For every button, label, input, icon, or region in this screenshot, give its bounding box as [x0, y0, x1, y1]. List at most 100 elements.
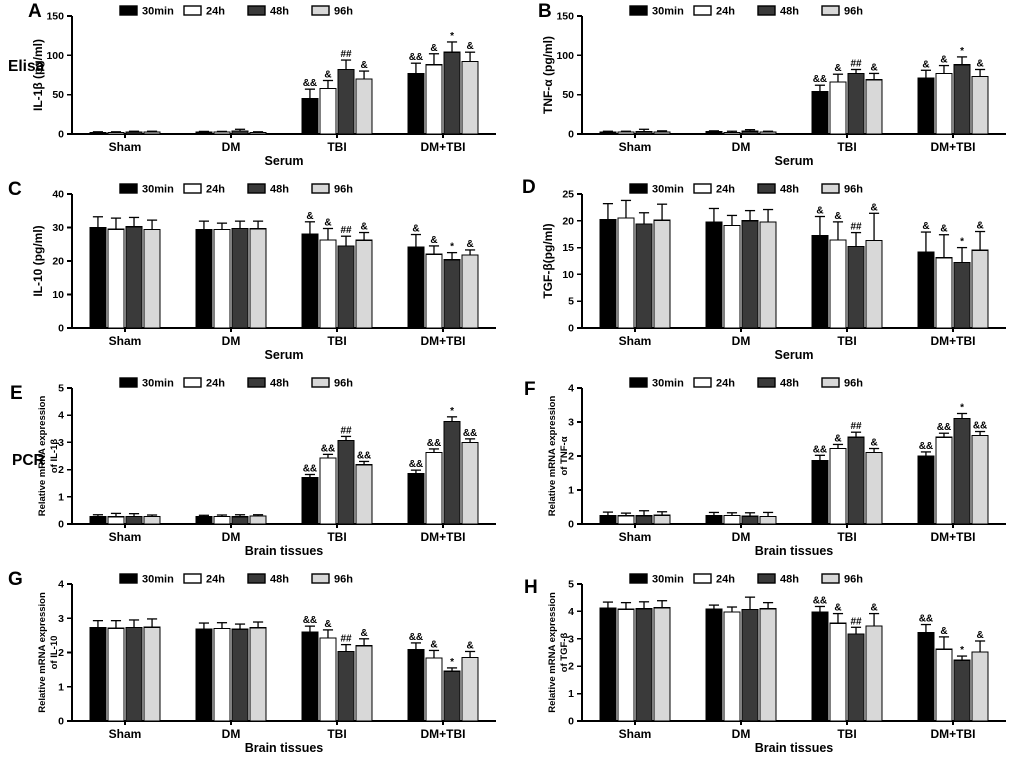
y-tick-label: 10: [52, 289, 64, 301]
y-tick-label: 150: [46, 11, 64, 23]
legend-swatch: [119, 377, 138, 388]
legend-label: 30min: [652, 378, 684, 390]
y-tick-label: 1: [568, 485, 574, 497]
bar: [935, 436, 953, 525]
significance-annotation: &&: [409, 632, 423, 643]
significance-annotation: &: [976, 58, 983, 69]
legend-label: 24h: [206, 184, 225, 196]
significance-annotation: &&: [303, 78, 317, 89]
bar: [337, 650, 355, 722]
bar: [935, 72, 953, 135]
category-label: Sham: [619, 334, 652, 348]
significance-annotation: &&: [919, 614, 933, 625]
bar: [249, 131, 267, 135]
bar: [443, 51, 461, 135]
significance-annotation: *: [450, 31, 454, 42]
category-label: TBI: [837, 727, 856, 741]
legend-label: 30min: [142, 574, 174, 586]
bar: [953, 262, 971, 329]
bar: [443, 259, 461, 329]
bar: [811, 611, 829, 722]
bar: [461, 657, 479, 722]
legend-label: 48h: [780, 574, 799, 586]
bar: [107, 627, 125, 722]
bar: [971, 249, 989, 329]
x-axis-label: Serum: [265, 348, 304, 362]
bar: [635, 515, 653, 525]
bar: [89, 226, 107, 329]
legend-swatch: [247, 377, 266, 388]
significance-annotation: &&: [357, 450, 371, 461]
category-label: DM: [732, 727, 751, 741]
bar: [319, 637, 337, 722]
y-tick-label: 25: [562, 189, 574, 201]
bar: [847, 436, 865, 525]
bar: [337, 68, 355, 135]
bar: [865, 625, 883, 722]
bar: [653, 607, 671, 722]
bar: [213, 131, 231, 135]
bar: [355, 464, 373, 525]
legend-swatch: [119, 5, 138, 16]
bar: [125, 626, 143, 722]
y-axis-label: Relative mRNA expression: [547, 396, 558, 517]
significance-annotation: &: [870, 603, 877, 614]
bar: [617, 608, 635, 722]
legend-swatch: [693, 183, 712, 194]
y-axis-label: of IL-10: [49, 636, 60, 670]
bar: [319, 87, 337, 135]
panel-F: F 0 1 2 3 4 Relative mRNA expression of TNF-α 3…: [510, 372, 1020, 566]
chart-F-tnfa-brain: 0 1 2 3 4 Relative mRNA expression of TNF-α 30m…: [547, 377, 1006, 558]
significance-annotation: ##: [340, 425, 352, 436]
category-label: DM: [222, 334, 241, 348]
chart-A-il1b-serum: 0 50 100 150 IL-1β (pg/ml) 30min 24h 48h 96h Sham…: [31, 5, 496, 168]
y-axis-label: of TNF-α: [559, 436, 570, 475]
legend-label: 30min: [652, 6, 684, 18]
bar: [741, 220, 759, 329]
y-tick-label: 0: [58, 129, 64, 141]
bar: [917, 77, 935, 135]
significance-annotation: *: [960, 403, 964, 414]
legend-swatch: [821, 377, 840, 388]
category-label: TBI: [327, 140, 346, 154]
legend-swatch: [757, 183, 776, 194]
category-label: TBI: [327, 727, 346, 741]
bar: [917, 251, 935, 329]
bar: [811, 90, 829, 135]
panel-B: B 0 50 100 150 TNF-α (pg/ml) 30min 24h 48h 96h Sh…: [510, 0, 1020, 176]
legend-label: 96h: [334, 6, 353, 18]
bar: [301, 477, 319, 525]
legend-swatch: [311, 573, 330, 584]
y-tick-label: 3: [58, 437, 64, 449]
row-label-elisa: Elisa: [8, 58, 45, 75]
bar: [971, 75, 989, 135]
category-label: DM+TBI: [421, 140, 466, 154]
legend-swatch: [311, 183, 330, 194]
significance-annotation: &: [976, 630, 983, 641]
bar: [213, 228, 231, 329]
significance-annotation: &&: [321, 443, 335, 454]
legend-label: 96h: [844, 184, 863, 196]
significance-annotation: &: [834, 433, 841, 444]
legend-label: 30min: [652, 184, 684, 196]
bar: [705, 608, 723, 722]
bar: [143, 131, 161, 135]
bar: [125, 515, 143, 525]
legend-swatch: [247, 5, 266, 16]
category-label: DM+TBI: [421, 334, 466, 348]
legend-label: 24h: [206, 6, 225, 18]
bar: [89, 516, 107, 525]
significance-annotation: ##: [340, 634, 352, 645]
y-tick-label: 4: [568, 383, 574, 395]
y-tick-label: 30: [52, 222, 64, 234]
bar: [443, 670, 461, 722]
y-tick-label: 1: [58, 491, 64, 503]
bar: [829, 447, 847, 525]
bar: [759, 221, 777, 329]
bar: [319, 457, 337, 525]
bar: [143, 515, 161, 525]
bar: [195, 515, 213, 525]
legend-swatch: [629, 5, 648, 16]
category-label: Sham: [109, 140, 142, 154]
category-label: DM+TBI: [421, 727, 466, 741]
